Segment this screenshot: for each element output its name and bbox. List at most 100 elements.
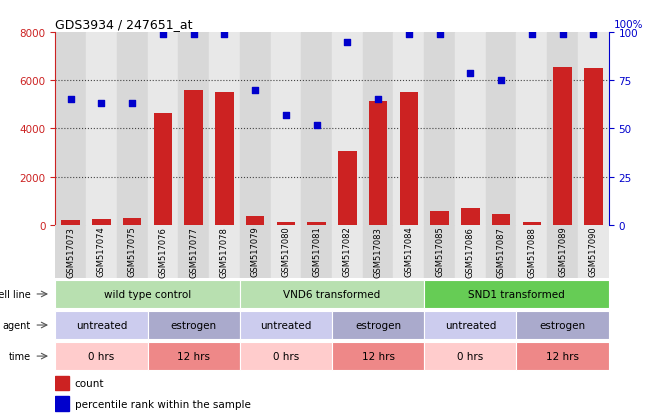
Bar	[363, 33, 393, 225]
Text: GSM517075: GSM517075	[128, 226, 137, 277]
Point	[127, 101, 137, 107]
Point	[373, 97, 383, 104]
Text: untreated: untreated	[260, 320, 312, 330]
Text: 0 hrs: 0 hrs	[273, 351, 299, 361]
Bar	[393, 33, 424, 225]
Bar	[363, 225, 393, 279]
Bar	[240, 225, 271, 279]
Point	[588, 32, 598, 38]
Text: GSM517086: GSM517086	[466, 226, 475, 277]
Bar	[578, 225, 609, 279]
Bar	[86, 33, 117, 225]
Bar	[240, 33, 271, 225]
Bar	[516, 225, 547, 279]
Bar	[55, 311, 148, 339]
Bar	[117, 225, 148, 279]
Point	[311, 122, 322, 128]
Bar	[301, 225, 332, 279]
Text: GSM517080: GSM517080	[281, 226, 290, 277]
Bar	[424, 342, 516, 370]
Text: 12 hrs: 12 hrs	[177, 351, 210, 361]
Point	[96, 101, 107, 107]
Bar	[424, 225, 455, 279]
Text: cell line: cell line	[0, 289, 31, 299]
Bar	[523, 223, 541, 225]
Bar	[148, 342, 240, 370]
Text: percentile rank within the sample: percentile rank within the sample	[75, 399, 251, 409]
Bar	[455, 225, 486, 279]
Point	[219, 32, 230, 38]
Bar	[332, 33, 363, 225]
Bar	[184, 91, 203, 225]
Bar	[516, 33, 547, 225]
Text: GSM517090: GSM517090	[589, 226, 598, 277]
Bar	[338, 152, 357, 225]
Bar	[424, 280, 609, 309]
Text: GSM517087: GSM517087	[497, 226, 506, 277]
Bar	[547, 225, 578, 279]
Bar	[369, 102, 387, 225]
Bar	[92, 220, 111, 225]
Bar	[55, 396, 69, 411]
Bar	[61, 220, 80, 225]
Text: GSM517081: GSM517081	[312, 226, 321, 277]
Text: estrogen: estrogen	[355, 320, 401, 330]
Text: wild type control: wild type control	[104, 289, 191, 299]
Text: GSM517076: GSM517076	[158, 226, 167, 277]
Bar	[584, 69, 603, 225]
Bar	[148, 225, 178, 279]
Bar	[430, 212, 449, 225]
Bar	[393, 225, 424, 279]
Text: 12 hrs: 12 hrs	[546, 351, 579, 361]
Bar	[271, 33, 301, 225]
Bar	[55, 225, 86, 279]
Bar	[148, 311, 240, 339]
Bar	[209, 33, 240, 225]
Bar	[332, 225, 363, 279]
Bar	[55, 342, 148, 370]
Text: GSM517074: GSM517074	[97, 226, 106, 277]
Bar	[516, 311, 609, 339]
Bar	[178, 33, 209, 225]
Bar	[178, 225, 209, 279]
Bar	[516, 342, 609, 370]
Text: 0 hrs: 0 hrs	[457, 351, 484, 361]
Point	[189, 32, 199, 38]
Point	[496, 78, 506, 84]
Text: VND6 transformed: VND6 transformed	[283, 289, 381, 299]
Bar	[271, 225, 301, 279]
Bar	[486, 33, 516, 225]
Text: GSM517079: GSM517079	[251, 226, 260, 277]
Text: GSM517085: GSM517085	[435, 226, 444, 277]
Bar	[123, 219, 141, 225]
Bar	[553, 68, 572, 225]
Bar	[332, 311, 424, 339]
Bar	[277, 223, 295, 225]
Bar	[55, 33, 86, 225]
Bar	[301, 33, 332, 225]
Bar	[55, 376, 69, 390]
Text: GDS3934 / 247651_at: GDS3934 / 247651_at	[55, 17, 193, 31]
Bar	[55, 280, 240, 309]
Text: GSM517088: GSM517088	[527, 226, 536, 277]
Point	[281, 112, 291, 119]
Bar	[307, 223, 326, 225]
Text: SND1 transformed: SND1 transformed	[468, 289, 565, 299]
Bar	[240, 280, 424, 309]
Point	[557, 32, 568, 38]
Bar	[492, 214, 510, 225]
Text: agent: agent	[2, 320, 31, 330]
Text: GSM517084: GSM517084	[404, 226, 413, 277]
Bar	[547, 33, 578, 225]
Bar	[486, 225, 516, 279]
Bar	[154, 114, 172, 225]
Bar	[240, 311, 332, 339]
Bar	[86, 225, 117, 279]
Text: estrogen: estrogen	[171, 320, 217, 330]
Text: untreated: untreated	[445, 320, 496, 330]
Bar	[246, 217, 264, 225]
Bar	[424, 33, 455, 225]
Point	[404, 32, 414, 38]
Text: 0 hrs: 0 hrs	[89, 351, 115, 361]
Bar	[215, 93, 234, 225]
